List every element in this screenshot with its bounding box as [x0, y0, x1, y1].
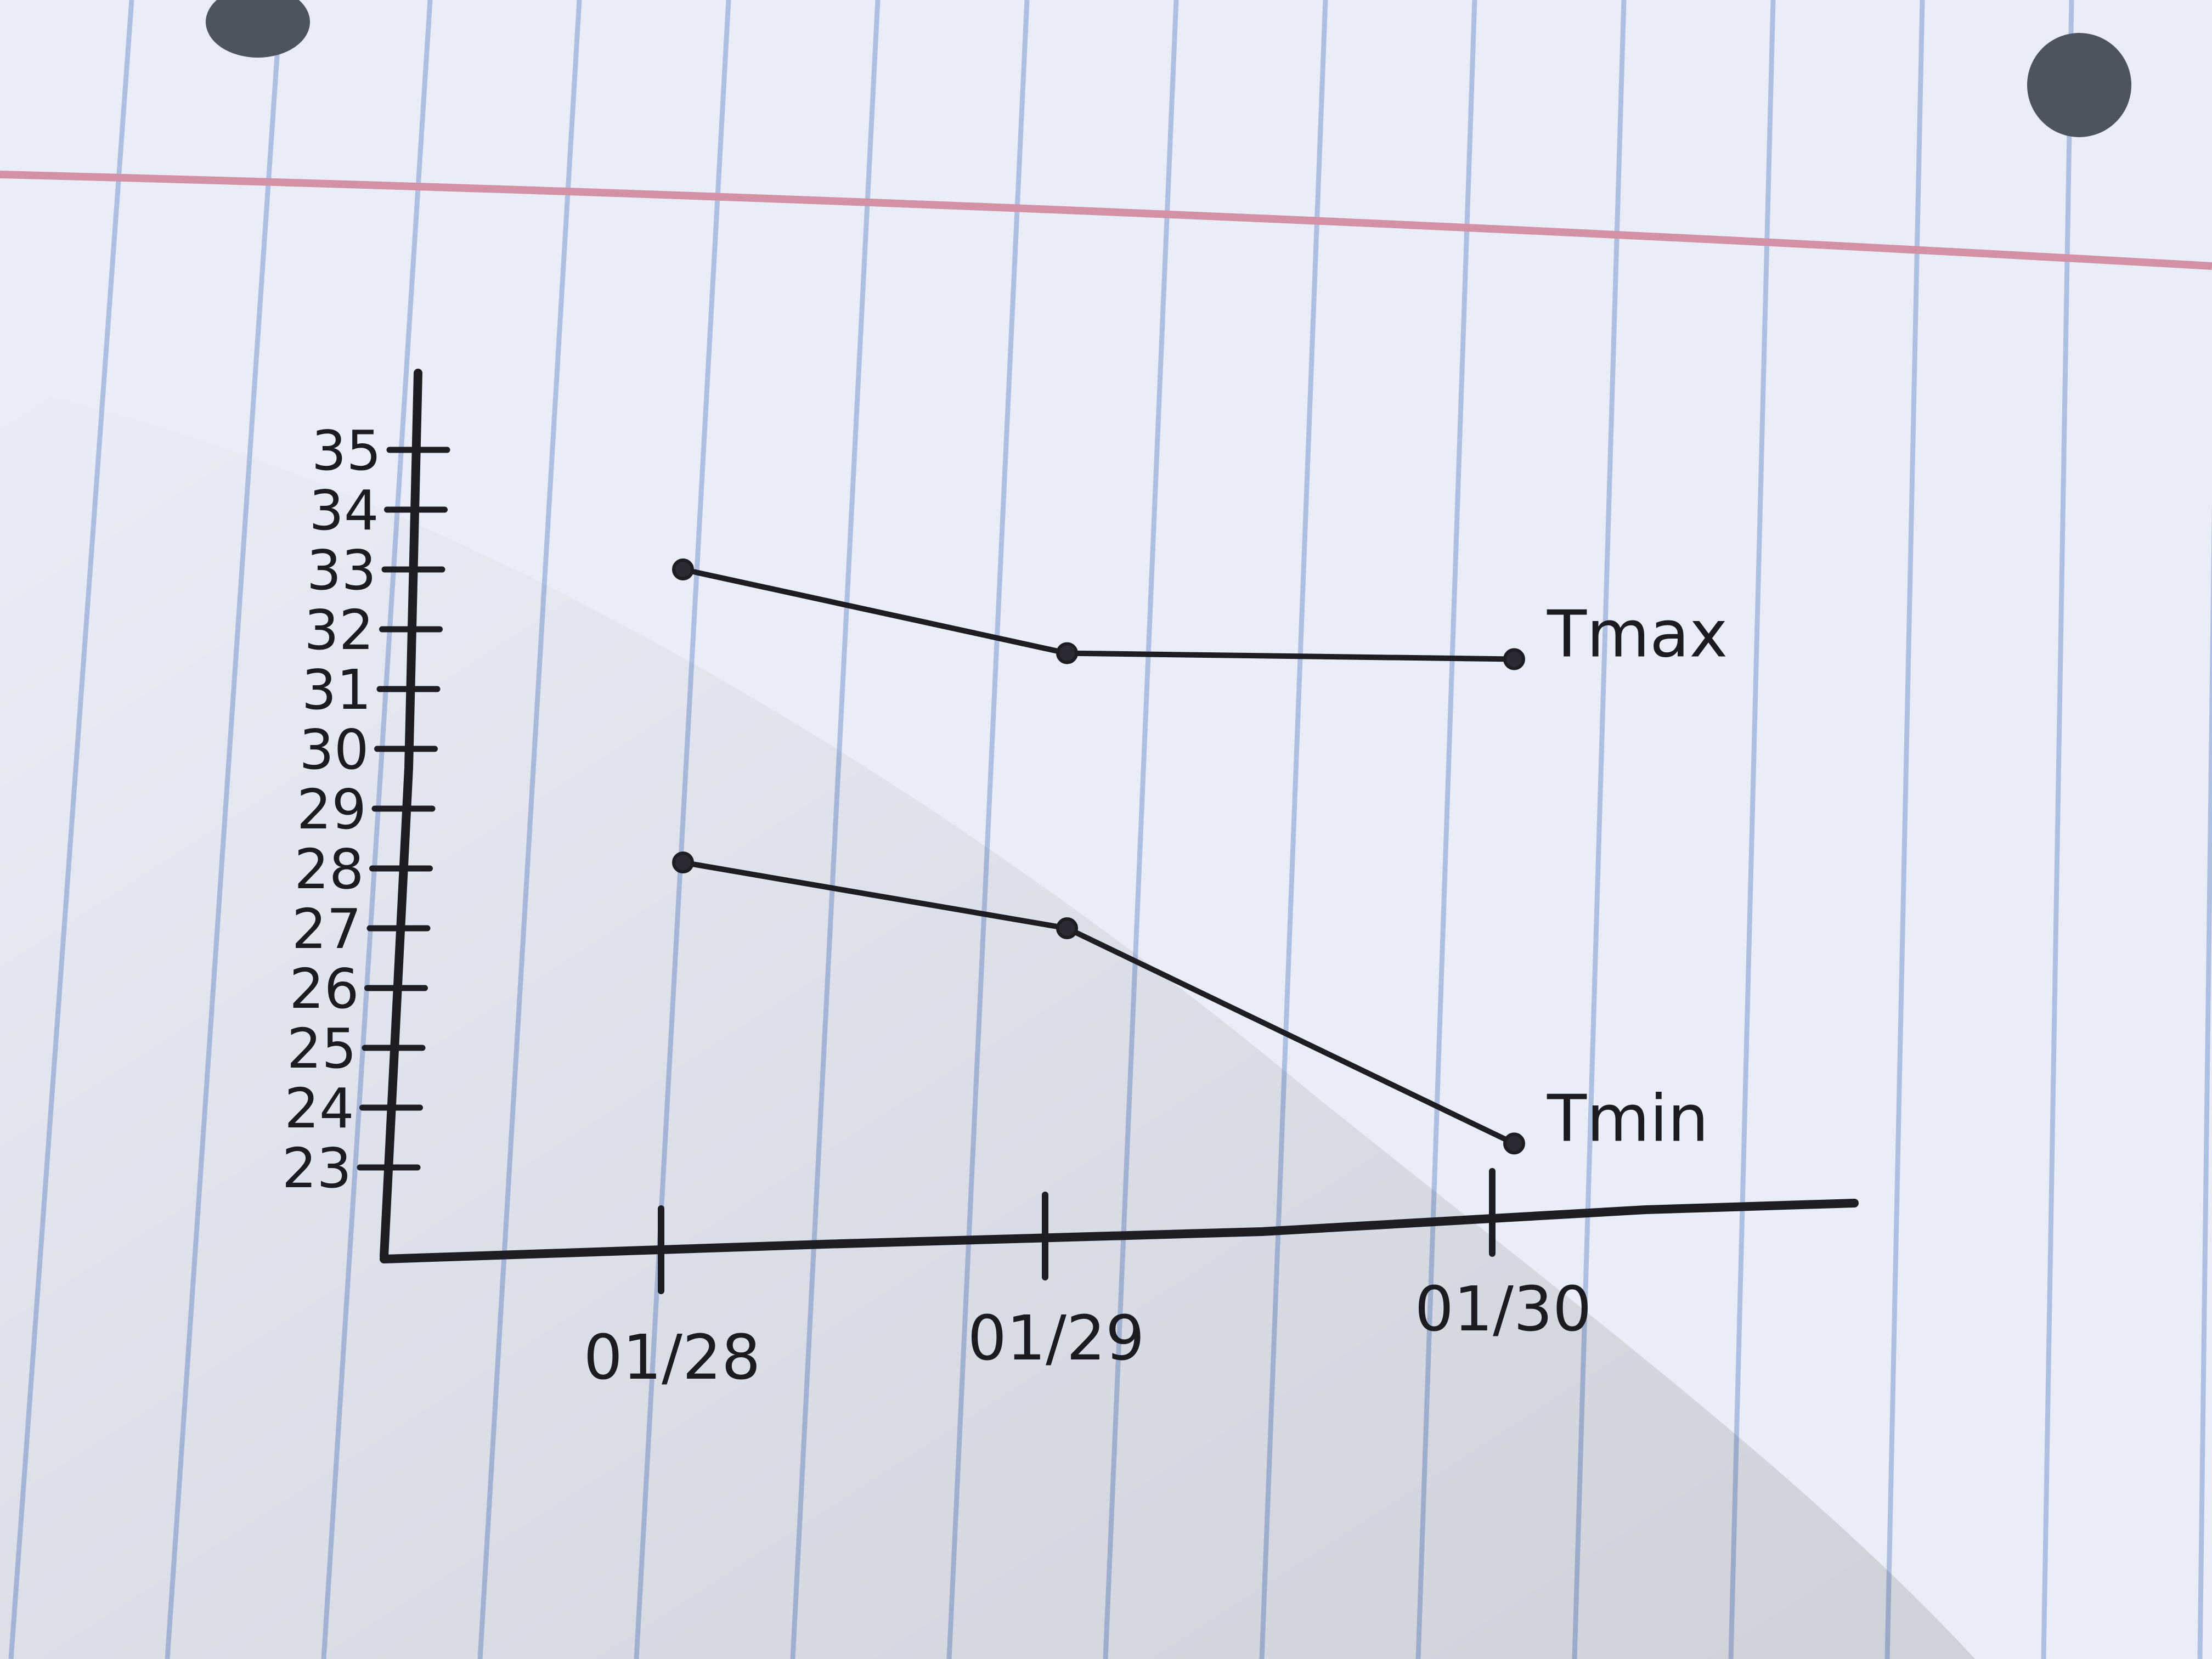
y-tick-label: 29 — [297, 777, 366, 842]
y-tick-label: 23 — [282, 1136, 352, 1200]
y-tick-label: 26 — [289, 957, 359, 1021]
ruling-line — [1884, 0, 1925, 1659]
shadow-overlay — [0, 384, 1975, 1659]
y-tick-label: 31 — [302, 658, 371, 722]
data-point — [1503, 1132, 1525, 1155]
x-tick-label: 01/28 — [584, 1322, 761, 1393]
ruling-line — [2197, 502, 2212, 1659]
binder-hole-left — [206, 0, 310, 58]
data-point — [672, 851, 694, 874]
y-tick-label: 27 — [292, 897, 362, 961]
y-tick-label: 25 — [287, 1017, 357, 1081]
ruling-line — [1728, 0, 1776, 1659]
data-point — [1503, 648, 1525, 670]
y-axis-line — [380, 369, 422, 1261]
margin-line — [0, 171, 2212, 270]
axes — [380, 369, 1859, 1263]
x-tick-label: 01/29 — [968, 1303, 1145, 1374]
y-tick-label: 33 — [307, 538, 376, 602]
data-point — [1056, 642, 1078, 664]
x-axis-ticks: 01/28 01/29 01/30 — [584, 1168, 1592, 1393]
binder-hole-right — [2027, 33, 2131, 137]
y-tick-label: 34 — [309, 478, 379, 543]
data-series: Tmax Tmin — [672, 558, 1728, 1156]
x-tick-label: 01/30 — [1415, 1274, 1592, 1345]
y-tick-label: 30 — [299, 718, 369, 782]
series-label-tmin: Tmin — [1547, 1080, 1709, 1156]
x-axis-line — [380, 1199, 1859, 1263]
y-tick-label: 28 — [294, 837, 364, 901]
y-tick-label: 24 — [284, 1076, 354, 1141]
data-point — [672, 558, 694, 580]
series-label-tmax: Tmax — [1547, 596, 1728, 672]
data-point — [1056, 917, 1078, 939]
y-tick-label: 35 — [312, 419, 381, 483]
y-tick-label: 32 — [304, 598, 374, 662]
ruling-line — [2041, 0, 2074, 1659]
